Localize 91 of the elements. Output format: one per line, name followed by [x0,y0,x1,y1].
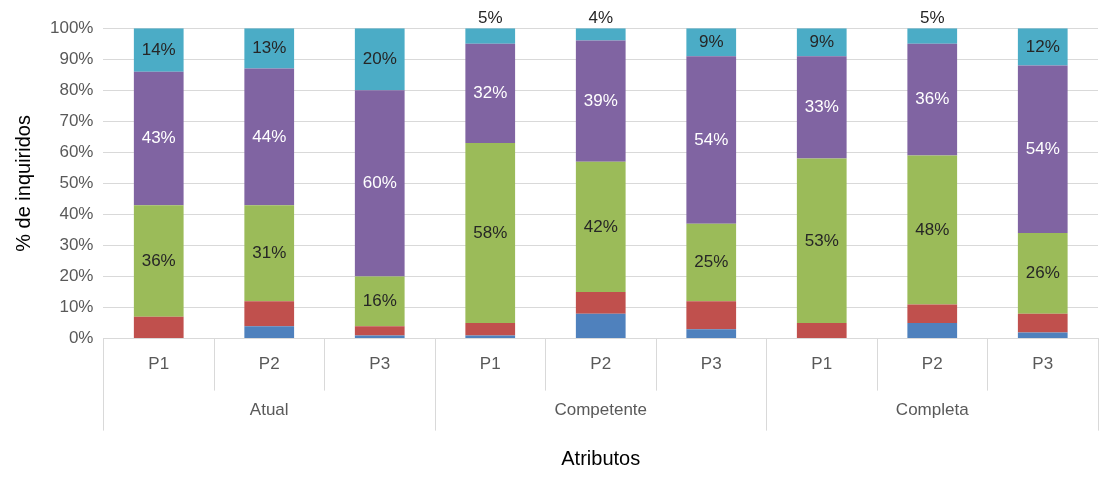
y-tick-label: 20% [59,266,94,286]
data-label: 26% [1025,263,1060,283]
bar [465,143,516,324]
bar [1017,233,1068,314]
bar [465,28,516,44]
data-label: 58% [473,222,508,242]
bar [575,292,626,314]
data-label: 53% [804,230,839,250]
bar [465,43,516,144]
bar [907,43,958,156]
data-label: 13% [252,38,287,58]
bar [575,28,626,41]
data-label: 9% [809,31,835,51]
data-label: 60% [362,173,397,193]
bar [575,40,626,162]
data-label: 32% [473,83,508,103]
bar [1017,313,1068,333]
bar [686,223,737,302]
x-tick-label: P1 [148,354,170,374]
text: Completa [895,400,970,420]
x-tick-label: P3 [369,354,391,374]
x-tick-label: P3 [1032,354,1054,374]
bar [907,28,958,44]
y-tick-label: 10% [59,297,94,317]
bar [465,335,516,339]
y-tick-label: 100% [50,17,94,37]
data-label: 12% [1025,36,1060,56]
text: Atual [249,400,289,420]
bar [796,323,847,339]
bar [686,301,737,330]
y-tick-label: 70% [59,111,94,131]
data-label: 5% [919,8,945,28]
y-tick-label: 80% [59,79,94,99]
data-label: 5% [477,8,503,28]
data-label: 9% [698,31,724,51]
bar [796,158,847,324]
bar [354,276,405,327]
bar [686,56,737,224]
x-tick-label: P3 [700,354,722,374]
data-label: 33% [804,97,839,117]
bar [354,335,405,339]
bar [354,28,405,91]
data-label: 4% [588,8,614,28]
y-tick-label: 50% [59,173,94,193]
bar [907,323,958,339]
x-tick-label: P1 [811,354,833,374]
text: Competente [554,400,648,420]
bar [133,205,184,317]
data-label: 31% [252,242,287,262]
data-label: 14% [141,39,176,59]
x-tick-label: P2 [258,354,280,374]
bar [907,155,958,305]
bar [907,304,958,324]
data-label: 43% [141,128,176,148]
data-label: 20% [362,48,397,68]
data-label: 42% [583,216,618,236]
bar [133,71,184,206]
bar [575,161,626,293]
y-tick-label: 30% [59,235,94,255]
data-label: 54% [1025,138,1060,158]
x-axis-title: Atributos [561,446,641,469]
data-label: 36% [915,89,950,109]
bar [133,28,184,72]
data-label: 54% [694,129,729,149]
x-tick-label: P1 [479,354,501,374]
bar [354,326,405,336]
data-label: 44% [252,126,287,146]
bar [354,90,405,277]
x-tick-label: P2 [921,354,943,374]
y-tick-label: 40% [59,204,94,224]
bar [244,326,295,339]
data-label: 48% [915,219,950,239]
x-tick-label: P2 [590,354,612,374]
bar [244,68,295,206]
data-label: 16% [362,291,397,311]
bar [133,316,184,339]
bar [575,313,626,339]
bar [686,329,737,339]
y-tick-label: 0% [68,328,94,348]
y-tick-label: 60% [59,142,94,162]
data-label: 39% [583,90,618,110]
y-axis-title: % de inquiridos [11,115,34,252]
y-tick-label: 90% [59,48,94,68]
bar [244,301,295,327]
bar [244,205,295,302]
bar [1017,65,1068,234]
data-label: 25% [694,252,729,272]
bar [465,323,516,336]
data-label: 36% [141,250,176,270]
bar [796,56,847,159]
bar [1017,332,1068,339]
